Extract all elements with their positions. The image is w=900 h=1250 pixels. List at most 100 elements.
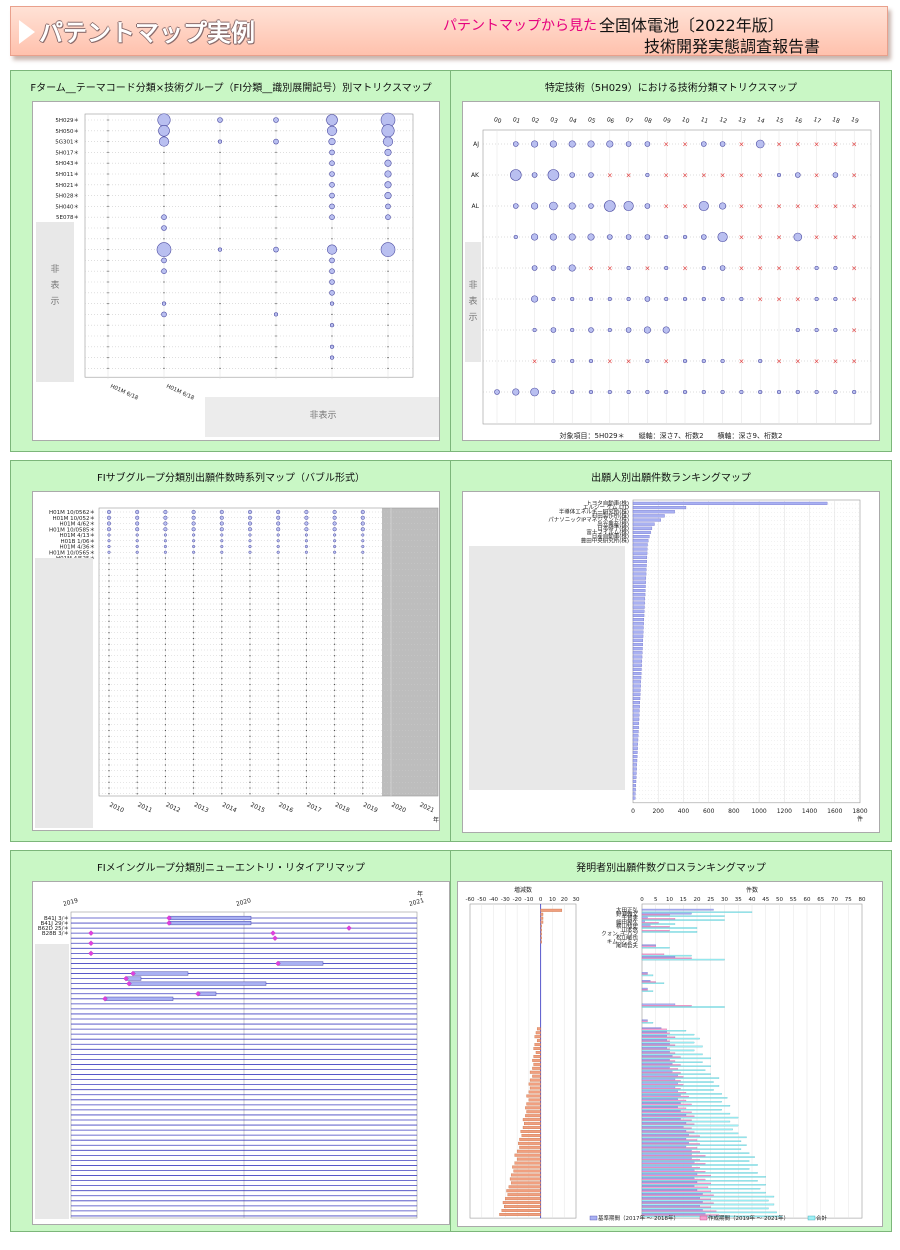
- chart3-dot: [305, 563, 307, 565]
- chart6-total-bar: [641, 1049, 695, 1052]
- chart2-bubble: [795, 327, 800, 333]
- chart1-dot: [219, 324, 221, 326]
- chart3-dot: [249, 609, 251, 611]
- chart1-dot: [219, 151, 221, 153]
- chart3-y-label: H01M 4/62＊: [60, 521, 95, 528]
- chart2-bubble: [512, 388, 520, 396]
- chart5-marker: [346, 925, 352, 931]
- chart6-base-bar: [641, 1078, 676, 1081]
- chart1-dot: [107, 292, 109, 294]
- chart3-dot: [334, 643, 336, 645]
- chart1-bubble: [273, 312, 279, 317]
- chart1-dot: [275, 227, 277, 229]
- chart6-legend-label: 基準期間（2017年 ～ 2018年）: [598, 1214, 679, 1222]
- chart6-base-bar: [641, 944, 656, 947]
- chart2-bubble: [793, 232, 803, 242]
- chart6-period-bar: [641, 1174, 711, 1177]
- chart3-dot: [136, 775, 138, 778]
- chart3-dot: [108, 706, 110, 709]
- chart3-dot: [193, 741, 195, 743]
- chart3-bubble: [304, 550, 308, 554]
- chart2-bubble: [645, 172, 650, 178]
- chart2-x-label: 15: [775, 116, 785, 125]
- chart3-bubble: [333, 544, 337, 549]
- chart4-bar: [632, 680, 641, 684]
- chart1-bubble: [382, 136, 394, 147]
- chart2-bubble: [701, 389, 706, 395]
- chart3-shaded-years: [382, 508, 438, 796]
- chart2-cross: ×: [851, 265, 857, 273]
- chart6-left-tick: 20: [561, 897, 568, 903]
- chart2-bubble: [587, 140, 595, 148]
- chart1-dot: [275, 335, 277, 337]
- chart5-title: FIメイングループ分類別ニューエントリ・リタイアリマップ: [96, 863, 366, 874]
- panel-inventor-ranking: 発明者別出願件数グロスランキングマップ 増減数 件数 -60 -50 -40 -30 -20…: [450, 850, 892, 1232]
- chart3-dot: [164, 580, 166, 582]
- chart1-bubble: [329, 323, 335, 328]
- chart6-delta-bar: [532, 1058, 541, 1062]
- chart1-dot: [275, 130, 277, 132]
- chart4-bar: [632, 713, 640, 717]
- chart3-dot: [334, 793, 336, 795]
- chart3-dot: [108, 649, 110, 651]
- chart3-dot: [277, 752, 279, 755]
- chart6-total-bar: [641, 982, 665, 984]
- chart2-cross: ×: [776, 296, 782, 304]
- chart6-right-tick: 0: [640, 897, 644, 903]
- chart6-total-bar: [641, 911, 753, 913]
- chart6-base-bar: [641, 1055, 673, 1057]
- chart6-total-bar: [641, 1124, 739, 1127]
- chart1-dot: [163, 195, 165, 197]
- chart4-category-label: 半導体エネルギー研究所(株): [559, 507, 629, 515]
- chart3-dot: [164, 775, 166, 778]
- chart6-base-bar: [641, 1047, 667, 1049]
- chart6-delta-bar: [505, 1197, 541, 1201]
- chart4-bar: [632, 510, 675, 514]
- chart2-x-label: 04: [568, 116, 578, 125]
- chart3-dot: [334, 586, 336, 588]
- chart1-dot: [163, 162, 165, 164]
- chart1-y-label: 5G301＊: [55, 139, 79, 146]
- chart6-total-bar: [641, 1211, 777, 1214]
- chart6-period-bar: [641, 953, 665, 956]
- chart5-marker: [272, 935, 278, 941]
- chart2-cross: ×: [851, 234, 857, 242]
- chart1-dot: [219, 313, 221, 315]
- chart2-bubble: [643, 326, 651, 334]
- chart4-title: 出願人別出願件数ランキングマップ: [591, 473, 751, 484]
- chart3-dot: [108, 586, 110, 588]
- chart3-dot: [334, 614, 336, 617]
- chart3-dot: [136, 557, 138, 559]
- chart2-cross: ×: [532, 358, 538, 366]
- chart6-legend-label: 作成期間（2019年 ～ 2021年）: [708, 1214, 789, 1222]
- chart3-dot: [362, 752, 364, 755]
- chart1-dot: [107, 259, 109, 261]
- chart2-x-label: 02: [530, 116, 540, 125]
- chart3-dot: [305, 557, 307, 559]
- chart3-dot: [164, 689, 166, 691]
- chart2-x-label: 12: [718, 116, 728, 125]
- chart3-dot: [164, 741, 166, 743]
- chart3-dot: [164, 712, 166, 714]
- chart4-bar: [632, 738, 639, 742]
- chart6-base-bar: [641, 956, 676, 958]
- chart3-dot: [108, 620, 110, 622]
- chart3-dot: [334, 712, 336, 714]
- chart6-right-tick: 70: [831, 897, 838, 903]
- chart3-dot: [277, 718, 279, 720]
- chart6-period-bar: [641, 1092, 687, 1094]
- chart3-dot: [164, 683, 166, 686]
- chart3-x-label: 2021: [418, 801, 435, 814]
- chart4-bar: [632, 626, 644, 630]
- chart4-bar: [632, 551, 648, 555]
- chart3-dot: [334, 695, 336, 697]
- chart3-dot: [334, 729, 336, 732]
- chart3-dot: [277, 747, 279, 749]
- chart3-dot: [277, 793, 279, 795]
- chart6-total-bar: [641, 1148, 742, 1150]
- chart3-dot: [305, 626, 307, 628]
- chart6-delta-bar: [511, 1181, 541, 1185]
- chart3-bubble: [135, 550, 139, 554]
- chart6-period-bar: [641, 918, 676, 920]
- chart6-total-bar: [641, 1081, 714, 1083]
